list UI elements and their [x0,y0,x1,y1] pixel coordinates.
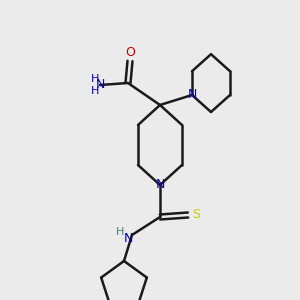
Text: N: N [95,79,105,92]
Text: H: H [91,86,99,96]
Text: N: N [155,178,165,191]
Text: H: H [116,227,124,237]
Text: H: H [91,74,99,84]
Text: N: N [123,232,133,244]
Text: O: O [125,46,135,59]
Text: N: N [187,88,197,101]
Text: S: S [192,208,200,221]
